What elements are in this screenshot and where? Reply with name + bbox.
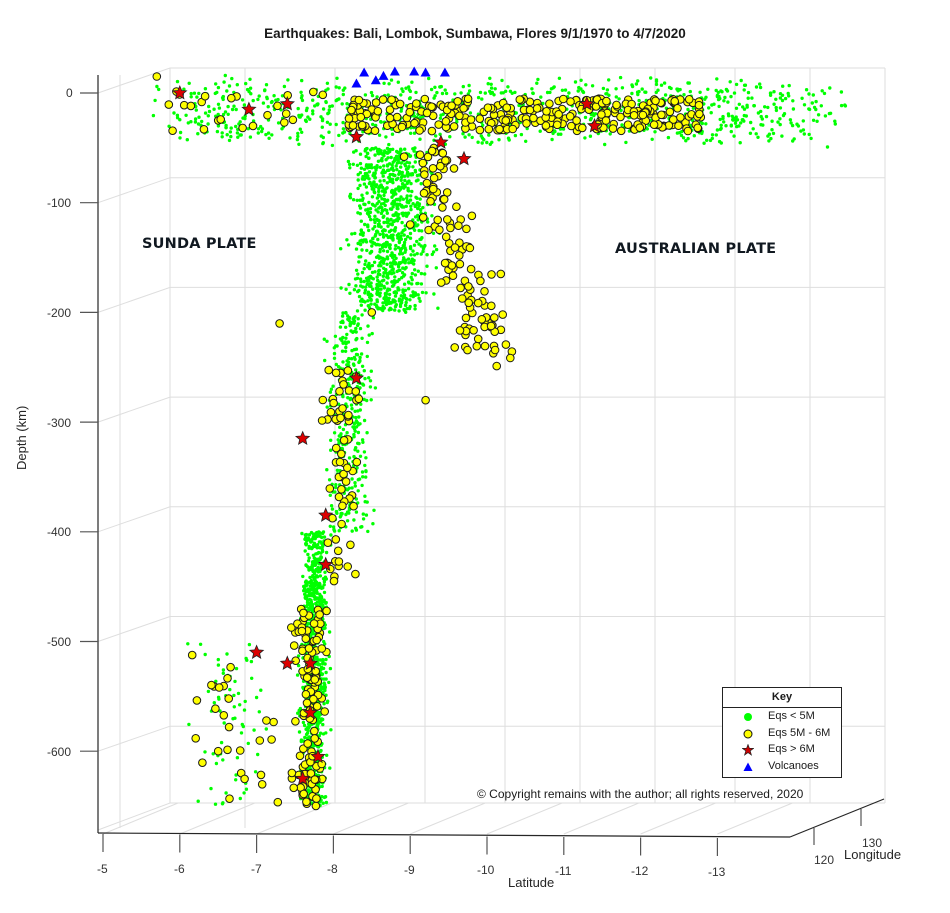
lat-tick-6: -6 <box>174 862 185 876</box>
legend-label: Eqs 5M - 6M <box>768 726 831 739</box>
depth-axis-label: Depth (km) <box>14 405 29 470</box>
series-volcanoes <box>351 66 450 88</box>
latitude-axis-line <box>97 832 791 838</box>
chart-title: Earthquakes: Bali, Lombok, Sumbawa, Flor… <box>264 26 686 41</box>
legend-title: Key <box>723 688 841 708</box>
red-star-icon <box>742 744 754 756</box>
axis-ticks <box>80 92 862 856</box>
depth-tick-300: -300 <box>47 416 72 430</box>
depth-tick-0: 0 <box>66 86 73 100</box>
legend-label: Eqs > 6M <box>768 743 815 755</box>
yellow-circle-icon <box>743 729 753 738</box>
lat-tick-8: -8 <box>327 862 338 876</box>
depth-tick-500: -500 <box>47 635 72 649</box>
longitude-axis-line <box>789 798 885 838</box>
legend-label: Eqs < 5M <box>768 710 815 722</box>
lat-tick-5: -5 <box>97 862 108 876</box>
depth-tick-200: -200 <box>47 306 72 320</box>
depth-tick-600: -600 <box>47 745 72 759</box>
longitude-axis-label: Longitude <box>844 847 902 862</box>
legend-label: Volcanoes <box>768 759 819 772</box>
lon-tick-130: 130 <box>862 836 883 850</box>
legend-item-large: Eqs > 6M <box>723 741 841 758</box>
lat-tick-13: -13 <box>708 865 726 879</box>
legend-item-small: Eqs < 5M <box>723 708 841 725</box>
lat-tick-9: -9 <box>404 863 415 877</box>
lat-tick-11: -11 <box>555 864 572 878</box>
lat-tick-7: -7 <box>251 862 262 876</box>
legend-item-volcano: Volcanoes <box>723 758 841 775</box>
lat-tick-12: -12 <box>631 864 649 878</box>
lon-tick-120: 120 <box>814 853 835 867</box>
green-dot-icon <box>744 713 752 721</box>
blue-triangle-icon <box>743 762 753 771</box>
sunda-plate-label: SUNDA PLATE <box>142 236 257 252</box>
series-medium-eqs <box>152 72 706 811</box>
legend-item-medium: Eqs 5M - 6M <box>723 725 841 742</box>
lat-tick-10: -10 <box>477 863 495 877</box>
australian-plate-label: AUSTRALIAN PLATE <box>615 241 777 257</box>
copyright-notice: © Copyright remains with the author; all… <box>477 787 804 801</box>
axes <box>97 75 885 838</box>
depth-tick-100: -100 <box>47 196 72 210</box>
legend: Key Eqs < 5M Eqs 5M - 6M Eqs > 6M Volcan… <box>722 687 842 778</box>
latitude-axis-label: Latitude <box>508 875 555 890</box>
depth-tick-400: -400 <box>47 525 72 539</box>
series-large-eqs <box>172 84 603 786</box>
